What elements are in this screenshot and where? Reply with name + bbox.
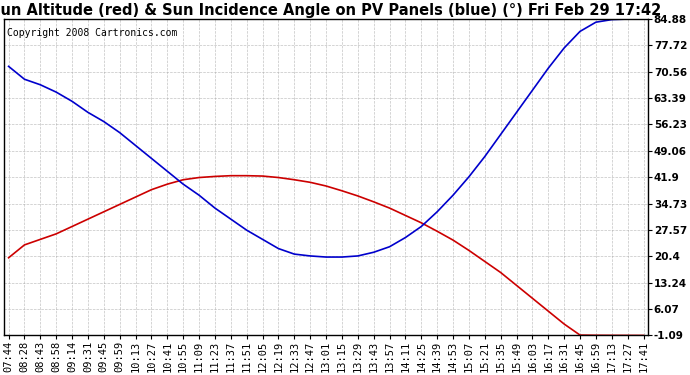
Title: Sun Altitude (red) & Sun Incidence Angle on PV Panels (blue) (°) Fri Feb 29 17:4: Sun Altitude (red) & Sun Incidence Angle… <box>0 3 662 18</box>
Text: Copyright 2008 Cartronics.com: Copyright 2008 Cartronics.com <box>7 28 177 39</box>
